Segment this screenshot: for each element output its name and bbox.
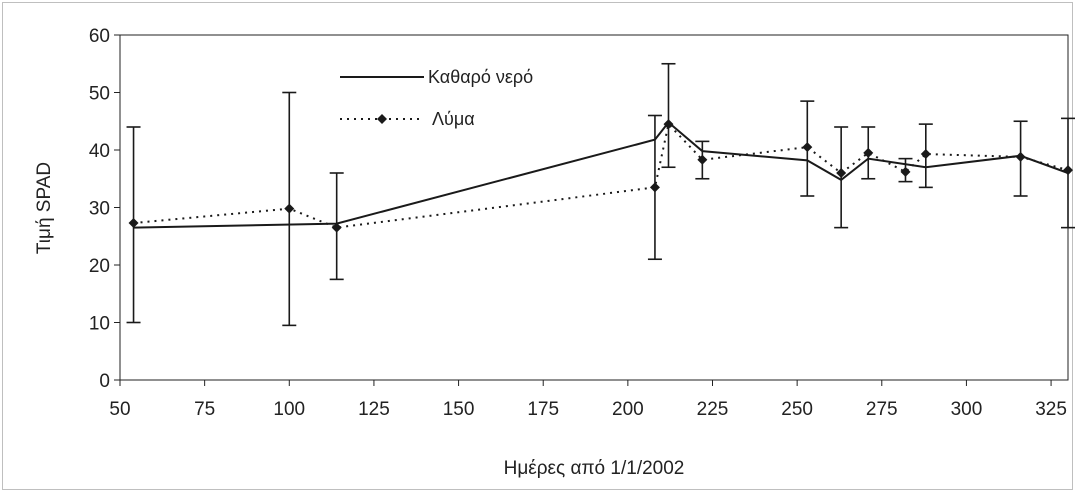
y-tick-label: 60 <box>89 26 110 47</box>
legend-label-clean-water: Καθαρό νερό <box>428 67 533 87</box>
series-markers <box>128 119 1073 233</box>
x-axis-title: Ημέρες από 1/1/2002 <box>504 458 685 479</box>
legend-label-effluent: Λύμα <box>432 109 475 129</box>
x-axis: 50 75 100 125 150 175 200 225 250 275 300 325 <box>109 380 1067 420</box>
data-point-marker <box>649 182 660 193</box>
x-tick-label: 125 <box>358 399 390 420</box>
x-tick-label: 250 <box>781 399 813 420</box>
data-point-marker <box>663 119 674 130</box>
data-point-marker <box>863 147 874 158</box>
y-axis-title: Τιμή SPAD <box>34 162 55 254</box>
x-tick-label: 150 <box>443 399 475 420</box>
x-tick-label: 300 <box>951 399 983 420</box>
error-bars <box>126 62 1075 327</box>
x-tick-label: 75 <box>194 399 215 420</box>
y-axis: 0 10 20 30 40 50 60 <box>89 26 120 392</box>
plot-area <box>119 34 1069 381</box>
data-point-marker <box>836 168 847 178</box>
data-point-marker <box>1015 151 1026 162</box>
x-tick-label: 175 <box>527 399 559 420</box>
data-point-marker <box>802 142 813 153</box>
data-point-marker <box>920 149 931 160</box>
y-tick-label: 40 <box>89 141 110 162</box>
x-tick-label: 225 <box>697 399 729 420</box>
data-point-marker <box>331 222 342 233</box>
data-point-marker <box>284 203 295 214</box>
x-tick-label: 50 <box>109 399 130 420</box>
series-line-0 <box>133 120 1069 229</box>
series-line-1 <box>133 122 1069 229</box>
x-tick-label: 325 <box>1035 399 1067 420</box>
x-tick-label: 100 <box>273 399 305 420</box>
y-tick-label: 0 <box>99 371 110 392</box>
x-tick-label: 275 <box>866 399 898 420</box>
x-tick-label: 200 <box>612 399 644 420</box>
y-tick-label: 50 <box>89 84 110 105</box>
legend-marker-diamond <box>377 114 387 124</box>
data-point-marker <box>1063 165 1073 176</box>
legend: Καθαρό νερό Λύμα <box>340 67 533 129</box>
series-lines <box>133 120 1069 229</box>
y-tick-label: 30 <box>89 199 110 220</box>
y-tick-label: 10 <box>89 314 110 335</box>
data-point-marker <box>697 154 708 165</box>
y-tick-label: 20 <box>89 256 110 277</box>
data-point-marker <box>128 218 139 229</box>
data-point-marker <box>900 166 911 177</box>
